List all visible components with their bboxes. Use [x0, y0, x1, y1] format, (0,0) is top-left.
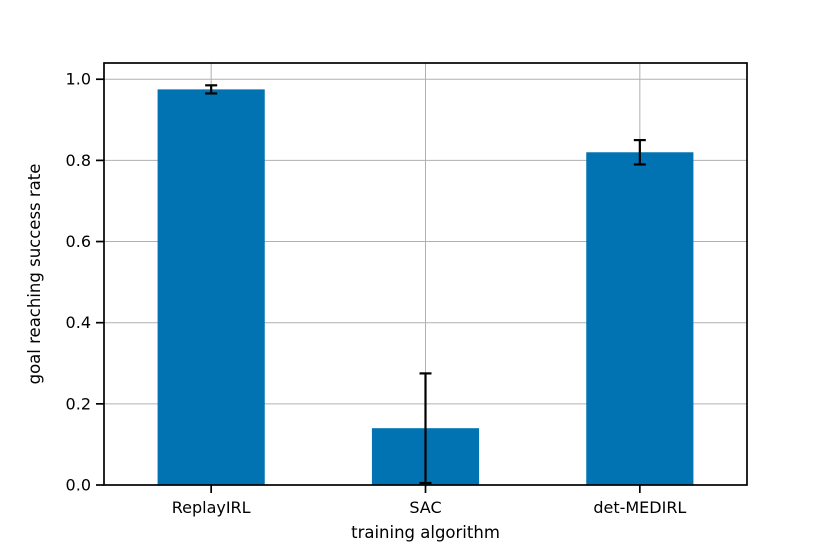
y-tick-label-0.6: 0.6 — [66, 232, 91, 251]
y-tick-label-0.2: 0.2 — [66, 394, 91, 413]
x-tick-label-ReplayIRL: ReplayIRL — [172, 498, 251, 517]
y-tick-label-0.4: 0.4 — [66, 313, 91, 332]
y-tick-label-0.8: 0.8 — [66, 151, 91, 170]
bar-det-MEDIRL — [586, 152, 694, 485]
y-axis-label: goal reaching success rate — [25, 164, 44, 385]
x-tick-label-det-MEDIRL: det-MEDIRL — [593, 498, 686, 517]
y-tick-label-1.0: 1.0 — [66, 70, 91, 89]
errorbar-SAC — [419, 372, 432, 485]
errorbar-det-MEDIRL — [633, 138, 646, 166]
errorbar-ReplayIRL — [205, 84, 218, 95]
x-axis-label: training algorithm — [351, 523, 500, 542]
y-tick-label-0.0: 0.0 — [66, 476, 91, 495]
bar-ReplayIRL — [157, 89, 265, 485]
x-tick-label-SAC: SAC — [409, 498, 441, 517]
